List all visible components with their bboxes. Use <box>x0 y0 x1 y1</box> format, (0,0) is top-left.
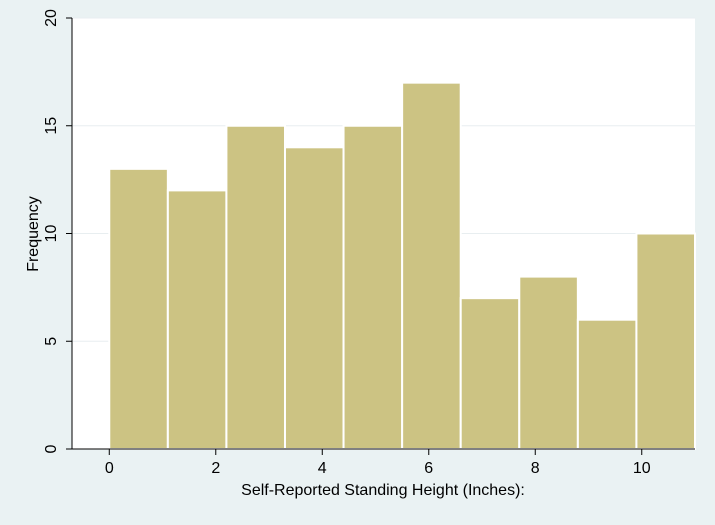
bars <box>108 81 697 451</box>
histogram-bar-2 <box>166 189 228 450</box>
y-tick-label: 10 <box>43 225 60 243</box>
histogram-bar-5 <box>342 124 404 450</box>
histogram-bar-3 <box>225 124 286 450</box>
histogram-bar-9 <box>576 318 638 451</box>
histogram-bar-1 <box>108 167 169 450</box>
x-tick-label: 4 <box>318 460 327 477</box>
y-tick-label: 15 <box>43 117 60 135</box>
y-tick-label: 20 <box>43 9 60 27</box>
y-axis-title: Frequency <box>25 196 42 272</box>
x-tick-label: 10 <box>633 460 651 477</box>
y-tick-label: 5 <box>43 337 60 346</box>
x-tick-label: 8 <box>531 460 540 477</box>
histogram-bar-7 <box>459 297 521 450</box>
y-tick-label: 0 <box>43 444 60 453</box>
histogram-bar-4 <box>283 146 345 451</box>
histogram-bar-6 <box>401 81 462 451</box>
x-axis-title: Self-Reported Standing Height (Inches): <box>241 482 525 499</box>
histogram-bar-8 <box>518 275 579 450</box>
x-tick-label: 0 <box>105 460 114 477</box>
y-ticks: 0 5 10 15 20 <box>43 9 72 453</box>
histogram-bar-10 <box>635 232 697 450</box>
x-ticks: 0 2 4 6 8 10 <box>105 449 651 477</box>
x-tick-label: 6 <box>424 460 433 477</box>
x-tick-label: 2 <box>211 460 220 477</box>
